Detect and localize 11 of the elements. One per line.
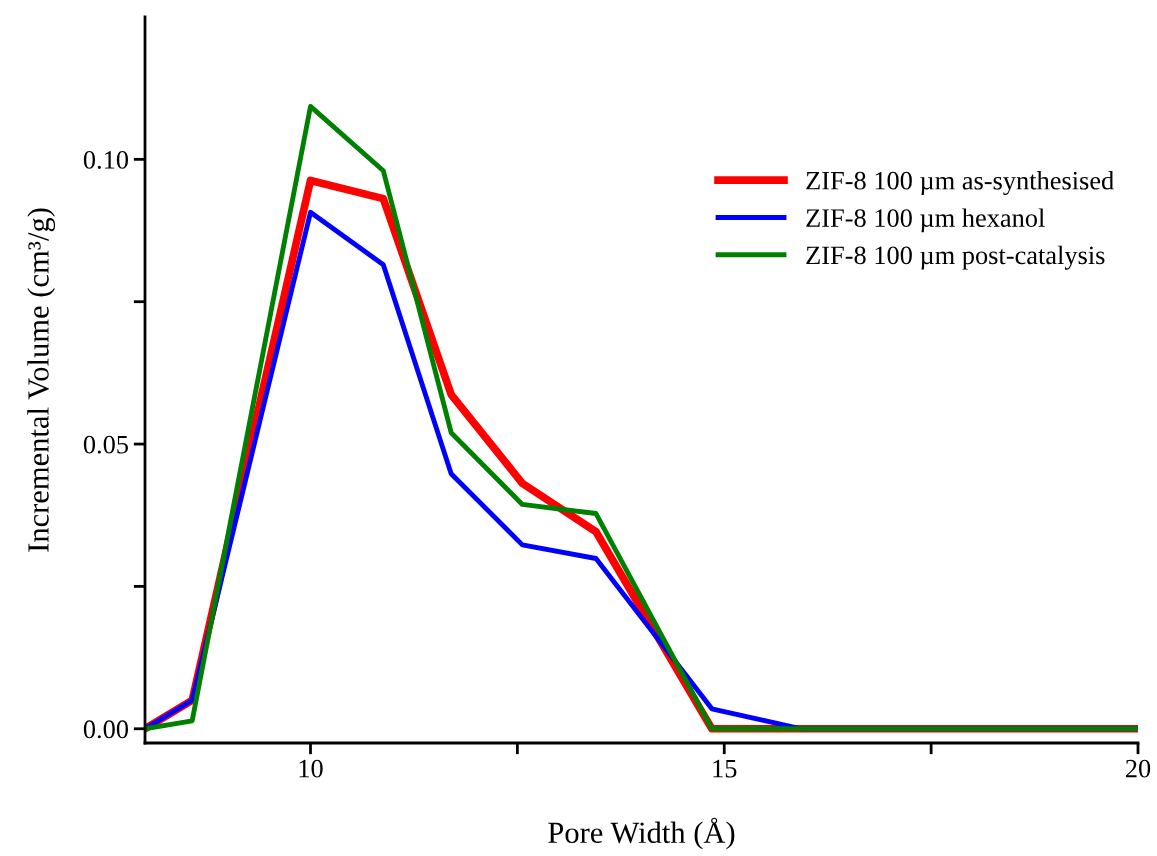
- y-tick-label: 0.00: [83, 720, 129, 739]
- legend-label: ZIF-8 100 µm post-catalysis: [806, 245, 1105, 270]
- y-tick-label: 0.10: [83, 150, 129, 169]
- legend-label: ZIF-8 100 µm as-synthesised: [806, 171, 1114, 196]
- x-tick-label: 20: [1125, 759, 1151, 778]
- x-axis-title: Pore Width (Å): [548, 817, 735, 850]
- x-tick-label: 10: [299, 759, 323, 778]
- x-tick-label: 15: [713, 759, 737, 778]
- legend-label: ZIF-8 100 µm hexanol: [806, 208, 1045, 233]
- y-axis-title: Incremental Volume (cm³/g): [27, 208, 56, 552]
- y-tick-label: 0.05: [83, 435, 128, 454]
